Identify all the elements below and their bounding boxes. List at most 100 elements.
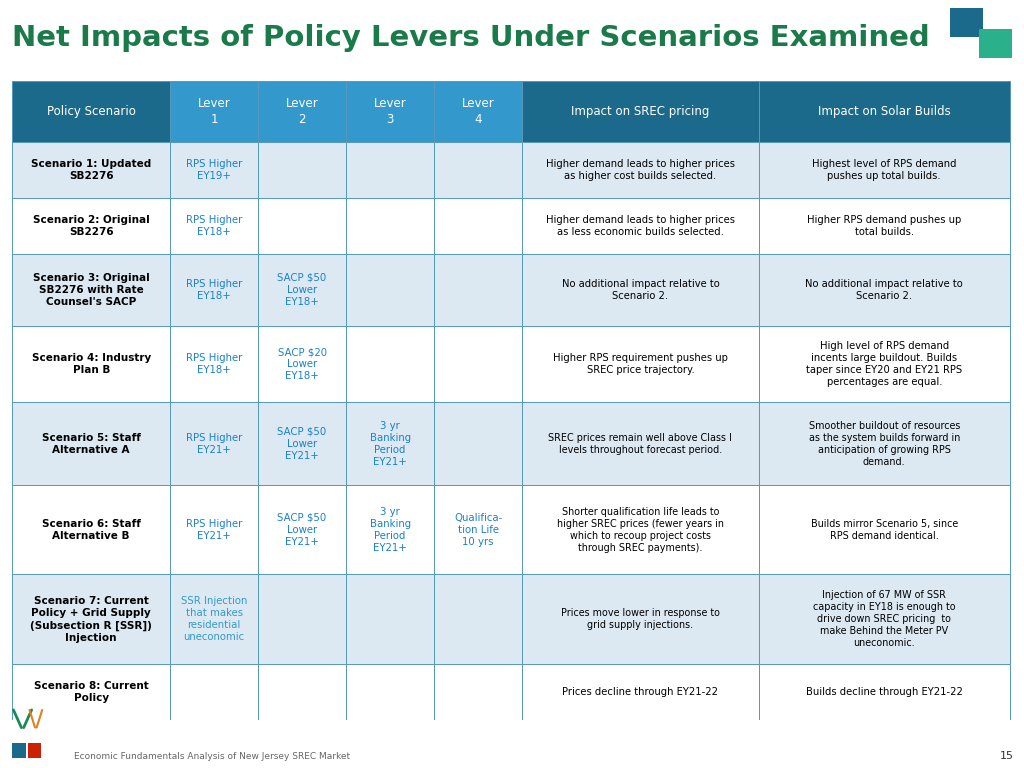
Text: Impact on Solar Builds: Impact on Solar Builds — [818, 105, 950, 118]
Text: RPS Higher
EY18+: RPS Higher EY18+ — [186, 353, 243, 375]
Bar — [759, 198, 1010, 254]
Text: Builds mirror Scenario 5, since
RPS demand identical.: Builds mirror Scenario 5, since RPS dema… — [811, 518, 957, 541]
Text: Higher RPS demand pushes up
total builds.: Higher RPS demand pushes up total builds… — [807, 215, 962, 237]
Text: 3 yr
Banking
Period
EY21+: 3 yr Banking Period EY21+ — [370, 421, 411, 466]
Bar — [522, 254, 759, 326]
Bar — [12, 664, 170, 720]
Bar — [759, 142, 1010, 198]
Bar — [434, 198, 522, 254]
Text: Net Impacts of Policy Levers Under Scenarios Examined: Net Impacts of Policy Levers Under Scena… — [12, 24, 930, 52]
Bar — [346, 326, 434, 402]
Text: Higher demand leads to higher prices
as less economic builds selected.: Higher demand leads to higher prices as … — [546, 215, 735, 237]
Bar — [170, 326, 258, 402]
Bar — [170, 254, 258, 326]
Text: Lever
4: Lever 4 — [462, 97, 495, 126]
Bar — [759, 326, 1010, 402]
Text: Scenario 2: Original
SB2276: Scenario 2: Original SB2276 — [33, 215, 150, 237]
Text: Scenario 6: Staff
Alternative B: Scenario 6: Staff Alternative B — [42, 518, 140, 541]
Bar — [759, 485, 1010, 574]
Bar — [170, 574, 258, 664]
Text: Qualifica-
tion Life
10 yrs: Qualifica- tion Life 10 yrs — [454, 512, 502, 547]
Text: Scenario 4: Industry
Plan B: Scenario 4: Industry Plan B — [32, 353, 151, 375]
Text: Prices move lower in response to
grid supply injections.: Prices move lower in response to grid su… — [561, 608, 720, 631]
Bar — [170, 198, 258, 254]
Text: Lever
2: Lever 2 — [286, 97, 318, 126]
Bar — [522, 81, 759, 142]
Text: SSR Injection
that makes
residential
uneconomic: SSR Injection that makes residential une… — [181, 597, 248, 642]
Text: 15: 15 — [999, 751, 1014, 761]
Bar — [434, 574, 522, 664]
Text: RPS Higher
EY18+: RPS Higher EY18+ — [186, 215, 243, 237]
Bar — [12, 81, 170, 142]
Bar — [346, 81, 434, 142]
Text: No additional impact relative to
Scenario 2.: No additional impact relative to Scenari… — [806, 279, 964, 301]
Text: Policy Scenario: Policy Scenario — [47, 105, 135, 118]
Text: RPS Higher
EY21+: RPS Higher EY21+ — [186, 518, 243, 541]
Text: Lever
3: Lever 3 — [374, 97, 407, 126]
Text: Lever
1: Lever 1 — [198, 97, 230, 126]
Bar — [759, 574, 1010, 664]
Bar — [12, 574, 170, 664]
Bar — [759, 402, 1010, 485]
Bar — [258, 402, 346, 485]
Bar — [346, 198, 434, 254]
Bar — [258, 254, 346, 326]
Bar — [12, 743, 26, 757]
Bar — [950, 8, 983, 37]
Bar — [522, 198, 759, 254]
Bar — [522, 485, 759, 574]
Bar — [12, 402, 170, 485]
Bar — [522, 664, 759, 720]
Bar — [258, 326, 346, 402]
Text: Injection of 67 MW of SSR
capacity in EY18 is enough to
drive down SREC pricing : Injection of 67 MW of SSR capacity in EY… — [813, 591, 955, 648]
Bar — [434, 664, 522, 720]
Bar — [170, 402, 258, 485]
Bar — [434, 485, 522, 574]
Bar — [28, 743, 41, 757]
Text: SACP $20
Lower
EY18+: SACP $20 Lower EY18+ — [278, 347, 327, 381]
Bar — [346, 254, 434, 326]
Text: Scenario 7: Current
Policy + Grid Supply
(Subsection R [SSR])
Injection: Scenario 7: Current Policy + Grid Supply… — [31, 596, 153, 643]
Bar — [258, 142, 346, 198]
Bar — [346, 402, 434, 485]
Text: Higher demand leads to higher prices
as higher cost builds selected.: Higher demand leads to higher prices as … — [546, 159, 735, 181]
Text: Higher RPS requirement pushes up
SREC price trajectory.: Higher RPS requirement pushes up SREC pr… — [553, 353, 728, 375]
Bar — [170, 142, 258, 198]
Text: Economic Fundamentals Analysis of New Jersey SREC Market: Economic Fundamentals Analysis of New Je… — [74, 752, 350, 761]
Bar — [522, 574, 759, 664]
Text: RPS Higher
EY21+: RPS Higher EY21+ — [186, 432, 243, 455]
Text: Smoother buildout of resources
as the system builds forward in
anticipation of g: Smoother buildout of resources as the sy… — [809, 421, 959, 466]
Bar — [346, 574, 434, 664]
Text: SREC prices remain well above Class I
levels throughout forecast period.: SREC prices remain well above Class I le… — [549, 432, 732, 455]
Bar — [434, 142, 522, 198]
Bar — [759, 81, 1010, 142]
Bar — [170, 485, 258, 574]
Text: High level of RPS demand
incents large buildout. Builds
taper since EY20 and EY2: High level of RPS demand incents large b… — [806, 341, 963, 387]
Text: RPS Higher
EY18+: RPS Higher EY18+ — [186, 279, 243, 301]
Text: RPS Higher
EY19+: RPS Higher EY19+ — [186, 159, 243, 181]
Bar — [522, 326, 759, 402]
Bar — [258, 574, 346, 664]
Bar — [170, 81, 258, 142]
Bar — [12, 326, 170, 402]
Text: Scenario 3: Original
SB2276 with Rate
Counsel's SACP: Scenario 3: Original SB2276 with Rate Co… — [33, 273, 150, 307]
Bar — [12, 142, 170, 198]
Text: Scenario 8: Current
Policy: Scenario 8: Current Policy — [34, 681, 148, 703]
Bar — [258, 485, 346, 574]
Text: Scenario 1: Updated
SB2276: Scenario 1: Updated SB2276 — [31, 159, 152, 181]
Bar — [12, 485, 170, 574]
Bar — [759, 664, 1010, 720]
Bar — [258, 664, 346, 720]
Bar — [346, 485, 434, 574]
Text: 3 yr
Banking
Period
EY21+: 3 yr Banking Period EY21+ — [370, 507, 411, 552]
Bar — [258, 81, 346, 142]
Text: SACP $50
Lower
EY21+: SACP $50 Lower EY21+ — [278, 426, 327, 461]
Text: Scenario 5: Staff
Alternative A: Scenario 5: Staff Alternative A — [42, 432, 140, 455]
Bar — [434, 254, 522, 326]
Bar — [258, 198, 346, 254]
Bar — [522, 142, 759, 198]
Bar — [522, 402, 759, 485]
Bar — [170, 664, 258, 720]
Bar — [434, 326, 522, 402]
Bar — [12, 198, 170, 254]
